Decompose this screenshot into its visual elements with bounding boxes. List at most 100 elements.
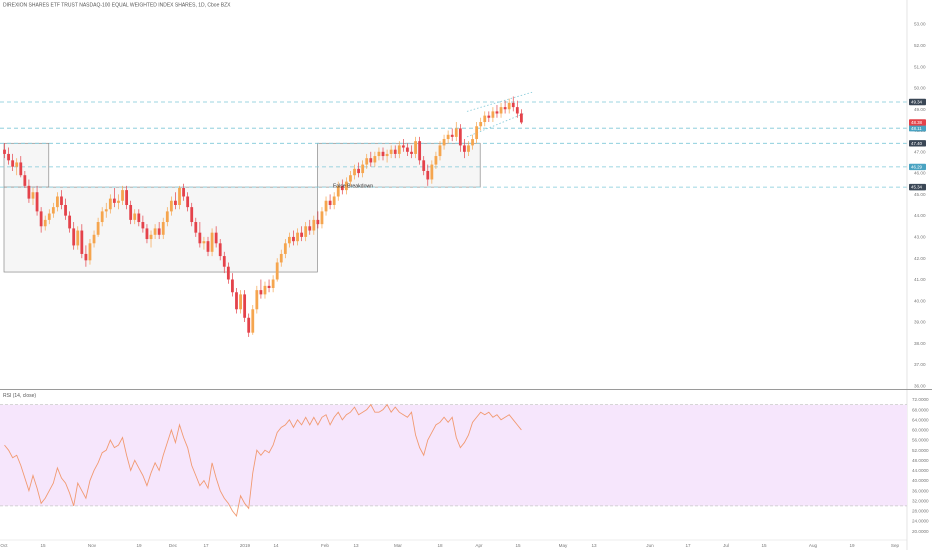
candle-body bbox=[218, 243, 222, 257]
candle-body bbox=[377, 151, 381, 157]
candle-body bbox=[56, 196, 59, 208]
time-tick-label: 15 bbox=[40, 543, 46, 548]
current-price-tag bbox=[909, 119, 926, 126]
price-tick-label: 49.00 bbox=[914, 107, 926, 112]
candle-body bbox=[226, 266, 230, 280]
candle-body bbox=[11, 160, 15, 167]
candle-body bbox=[385, 153, 389, 157]
candle-body bbox=[239, 294, 242, 310]
level-tag bbox=[909, 124, 926, 132]
candle-body bbox=[288, 236, 291, 244]
candle-body bbox=[312, 219, 316, 231]
candle-body bbox=[255, 290, 259, 310]
price-panel[interactable]: False Breakdown DIREXION SHARES ETF TRUS… bbox=[0, 3, 907, 337]
candle-body bbox=[161, 222, 165, 235]
candle-body bbox=[463, 145, 466, 152]
candle-body bbox=[206, 241, 210, 252]
price-tick-label: 39.00 bbox=[914, 320, 926, 325]
candle-body bbox=[194, 222, 198, 233]
rsi-tick-label: 28.0000 bbox=[912, 509, 929, 514]
time-tick-label: Apr bbox=[475, 543, 483, 548]
candle-body bbox=[515, 107, 519, 114]
candle-body bbox=[182, 187, 185, 197]
candle-body bbox=[519, 113, 523, 123]
rsi-axis-ticks: 72.0000 68.0000 64.0000 60.0000 56.0000 52.00… bbox=[912, 397, 929, 534]
rsi-tick-label: 72.0000 bbox=[912, 397, 929, 402]
candle-body bbox=[247, 317, 251, 333]
candle-body bbox=[471, 139, 474, 146]
rsi-tick-label: 48.0000 bbox=[912, 458, 929, 463]
level-tag-label: 49.34 bbox=[911, 100, 923, 105]
time-tick-label: 2019 bbox=[240, 543, 251, 548]
time-tick-label: 19 bbox=[136, 543, 142, 548]
rsi-panel[interactable]: RSI (14, close) 72.0000 68.0000 64.0000 60.… bbox=[0, 393, 929, 534]
candle-body bbox=[410, 151, 413, 154]
candle-body bbox=[454, 128, 458, 137]
candle-body bbox=[145, 228, 149, 240]
time-tick-label: 19 bbox=[849, 543, 855, 548]
candle-body bbox=[369, 158, 373, 163]
candle-body bbox=[210, 232, 214, 252]
rsi-tick-label: 20.0000 bbox=[912, 529, 929, 534]
rsi-tick-label: 52.0000 bbox=[912, 448, 929, 453]
candle-body bbox=[483, 115, 487, 123]
candle-body bbox=[332, 196, 336, 205]
price-tick-label: 36.00 bbox=[914, 383, 926, 388]
level-tag-label: 45.34 bbox=[911, 185, 923, 190]
candle-body bbox=[296, 232, 299, 242]
candle-body bbox=[251, 309, 255, 333]
candle-body bbox=[418, 141, 422, 161]
price-tick-label: 52.00 bbox=[914, 43, 926, 48]
candle-body bbox=[84, 253, 88, 261]
rsi-label: RSI (14, close) bbox=[3, 393, 36, 399]
candle-body bbox=[72, 228, 76, 246]
candle-body bbox=[178, 187, 181, 205]
candle-body bbox=[503, 107, 507, 110]
candle-body bbox=[27, 185, 31, 199]
time-tick-label: Jun bbox=[646, 543, 654, 548]
range-box bbox=[3, 142, 50, 188]
price-tick-label: 40.00 bbox=[914, 298, 926, 303]
candle-body bbox=[491, 111, 495, 118]
candle-body bbox=[202, 241, 206, 244]
candle-body bbox=[361, 164, 365, 174]
candle-body bbox=[365, 158, 369, 165]
candle-body bbox=[304, 226, 308, 237]
candle-body bbox=[434, 156, 438, 165]
candle-body bbox=[231, 279, 234, 293]
candle-body bbox=[121, 190, 124, 201]
candle-body bbox=[511, 102, 515, 108]
candle-body bbox=[190, 207, 194, 223]
candle-body bbox=[430, 164, 434, 180]
price-tick-label: 51.00 bbox=[914, 64, 926, 69]
rsi-line bbox=[4, 403, 522, 518]
time-tick-label: 18 bbox=[437, 543, 443, 548]
candle-body bbox=[495, 111, 499, 114]
rsi-tick-label: 24.0000 bbox=[912, 519, 929, 524]
candle-body bbox=[357, 168, 360, 174]
time-axis-ticks: Oct 15 Nov 19 Dec 17 2019 14 Feb 13 Mar 18 Apr 15 May 1… bbox=[0, 543, 899, 548]
candle-body bbox=[344, 181, 348, 191]
level-tag-label: 48.11 bbox=[911, 126, 922, 131]
time-axis[interactable]: Oct 15 Nov 19 Dec 17 2019 14 Feb 13 Mar 18 Apr 15 May 1… bbox=[0, 539, 907, 548]
price-axis[interactable]: 53.0052.0051.0050.0049.0048.0047.0046.00… bbox=[906, 0, 926, 550]
candle-body bbox=[414, 141, 417, 154]
candle-body bbox=[263, 285, 267, 295]
price-tick-label: 41.00 bbox=[914, 277, 926, 282]
time-tick-label: 14 bbox=[273, 543, 279, 548]
candle-body bbox=[422, 160, 426, 171]
candle-body bbox=[100, 211, 104, 223]
candle-body bbox=[271, 279, 275, 288]
candle-body bbox=[467, 145, 470, 152]
candle-body bbox=[406, 147, 409, 152]
candle-body bbox=[174, 200, 177, 205]
price-tick-label: 47.00 bbox=[914, 149, 926, 154]
candle-body bbox=[157, 228, 161, 235]
candle-body bbox=[475, 126, 479, 140]
time-tick-label: 15 bbox=[515, 543, 521, 548]
time-tick-label: Mar bbox=[394, 543, 402, 548]
candle-body bbox=[397, 145, 401, 154]
level-tag bbox=[909, 140, 926, 147]
candle-body bbox=[96, 222, 100, 235]
